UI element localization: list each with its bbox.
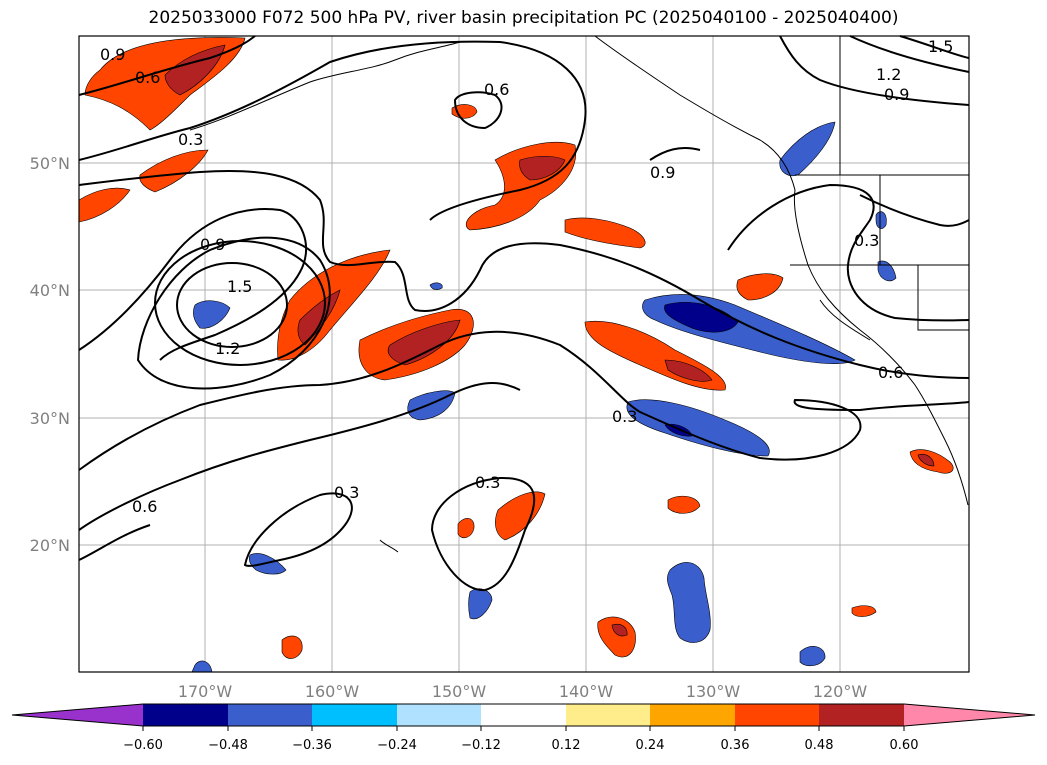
contour-label: 0.6 [878, 363, 903, 382]
colorbar-segment [650, 704, 735, 726]
map-title: 2025033000 F072 500 hPa PV, river basin … [148, 8, 899, 28]
contour-label: 1.2 [215, 339, 240, 358]
colorbar-tick: −0.48 [208, 738, 248, 753]
colorbar-segment [481, 704, 566, 726]
contour-label: 1.2 [876, 65, 901, 84]
contour-label: 0.3 [612, 407, 637, 426]
colorbar-max-extension [904, 704, 1035, 726]
colorbar-tick: 0.12 [552, 738, 581, 753]
lon-label: 150°W [432, 682, 487, 701]
longitude-labels: 170°W 160°W 150°W 140°W 130°W 120°W [178, 682, 868, 701]
lon-label: 130°W [686, 682, 741, 701]
lat-label: 20°N [30, 536, 70, 555]
colorbar-segment [819, 704, 904, 726]
contour-label: 0.9 [884, 85, 909, 104]
lat-label: 40°N [30, 281, 70, 300]
negative-anomaly-shading [191, 121, 897, 673]
contour-label: 0.3 [475, 473, 500, 492]
contour-label: 0.6 [484, 80, 509, 99]
colorbar-tick: −0.24 [377, 738, 417, 753]
contour-labels: 0.9 0.6 0.3 0.6 0.9 1.5 1.2 0.6 0.3 0.3 … [100, 37, 953, 516]
colorbar-segment [397, 704, 481, 726]
contour-label: 0.3 [334, 483, 359, 502]
colorbar-segment [735, 704, 819, 726]
lat-label: 30°N [30, 409, 70, 428]
pv-contours [78, 35, 970, 592]
colorbar-tick: 0.60 [890, 738, 919, 753]
colorbar-segment [228, 704, 312, 726]
lon-label: 120°W [813, 682, 868, 701]
colorbar-tick: 0.48 [805, 738, 834, 753]
contour-label: 1.5 [227, 277, 252, 296]
lat-label: 50°N [30, 154, 70, 173]
colorbar: −0.60 −0.48 −0.36 −0.24 −0.12 0.12 0.24 … [11, 703, 1036, 753]
colorbar-tick: −0.60 [123, 738, 163, 753]
colorbar-tick: −0.36 [292, 738, 332, 753]
map-frame [78, 35, 970, 673]
contour-label: 0.6 [135, 68, 160, 87]
colorbar-segment [312, 704, 397, 726]
lon-label: 140°W [559, 682, 614, 701]
contour-label: 0.9 [200, 235, 225, 254]
colorbar-min-extension [12, 704, 143, 726]
contour-label: 0.6 [132, 497, 157, 516]
colorbar-tick: 0.36 [721, 738, 750, 753]
lon-label: 170°W [178, 682, 233, 701]
colorbar-segment [143, 704, 228, 726]
contour-label: 0.3 [178, 130, 203, 149]
colorbar-tick: 0.24 [636, 738, 665, 753]
contour-label: 0.3 [854, 231, 879, 250]
coastlines [189, 35, 969, 553]
colorbar-segment [566, 704, 650, 726]
contour-label: 0.9 [650, 163, 675, 182]
latitude-labels: 50°N 40°N 30°N 20°N [30, 154, 70, 555]
contour-label: 0.9 [100, 45, 125, 64]
colorbar-tick: −0.12 [461, 738, 501, 753]
contour-label: 1.5 [928, 37, 953, 56]
lon-label: 160°W [305, 682, 360, 701]
